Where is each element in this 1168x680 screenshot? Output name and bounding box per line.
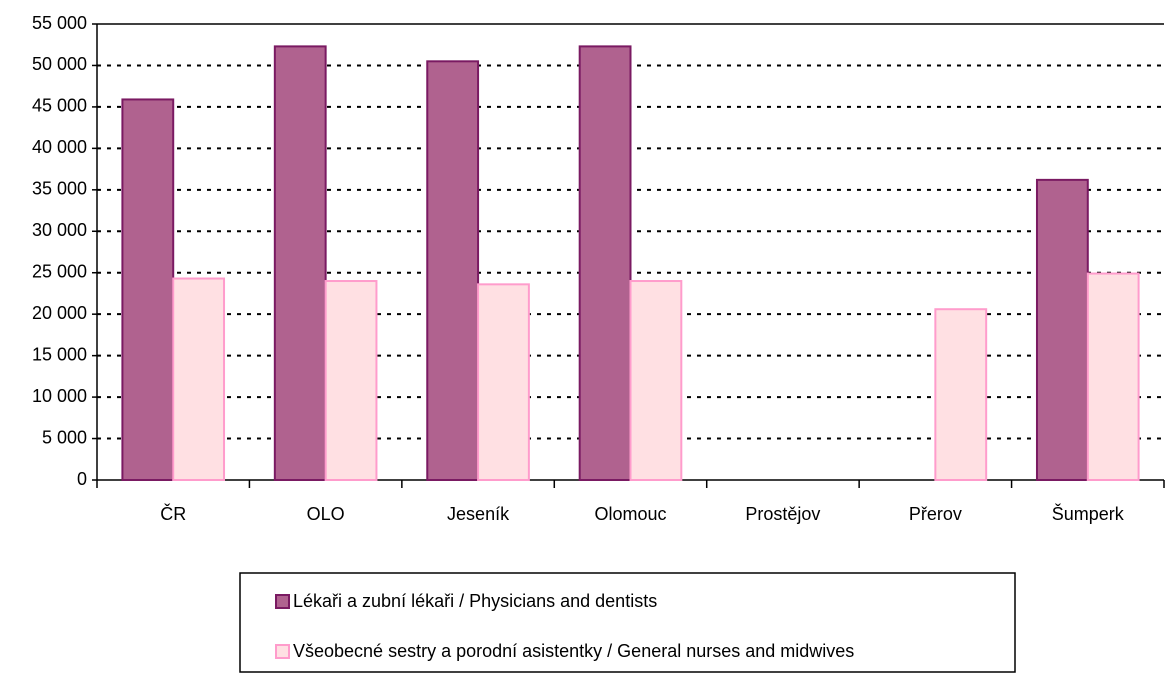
x-tick-label: Šumperk [1052,503,1125,524]
y-tick-label: 0 [77,469,87,489]
x-tick-label: Olomouc [594,504,666,524]
x-tick-label: OLO [307,504,345,524]
y-tick-label: 20 000 [32,303,87,323]
y-tick-label: 40 000 [32,137,87,157]
y-tick-label: 45 000 [32,96,87,116]
x-tick-label: Jeseník [447,504,510,524]
bar [1035,178,1089,482]
y-tick-label: 50 000 [32,54,87,74]
y-tick-label: 55 000 [32,13,87,33]
legend-swatch [275,644,290,659]
x-tick-label: Přerov [909,504,962,524]
legend-label: Lékaři a zubní lékaři / Physicians and d… [293,591,657,611]
legend-box [239,572,1016,673]
bar [477,283,530,481]
y-tick-label: 25 000 [32,261,87,281]
y-tick-label: 10 000 [32,386,87,406]
bar [1086,272,1140,481]
y-tick-label: 15 000 [32,344,87,364]
y-tick-label: 35 000 [32,179,87,199]
bar [934,308,988,481]
bar [426,60,480,482]
x-tick-label: ČR [160,503,186,524]
legend-swatch [275,594,290,609]
x-tick-label: Prostějov [745,504,820,524]
bar [121,98,175,482]
bar [578,45,632,481]
legend-label: Všeobecné sestry a porodní asistentky / … [293,641,854,661]
bar [172,277,226,481]
bar [629,280,683,481]
y-tick-label: 5 000 [42,427,87,447]
y-tick-label: 30 000 [32,220,87,240]
bar [324,280,378,481]
bar [273,45,327,481]
